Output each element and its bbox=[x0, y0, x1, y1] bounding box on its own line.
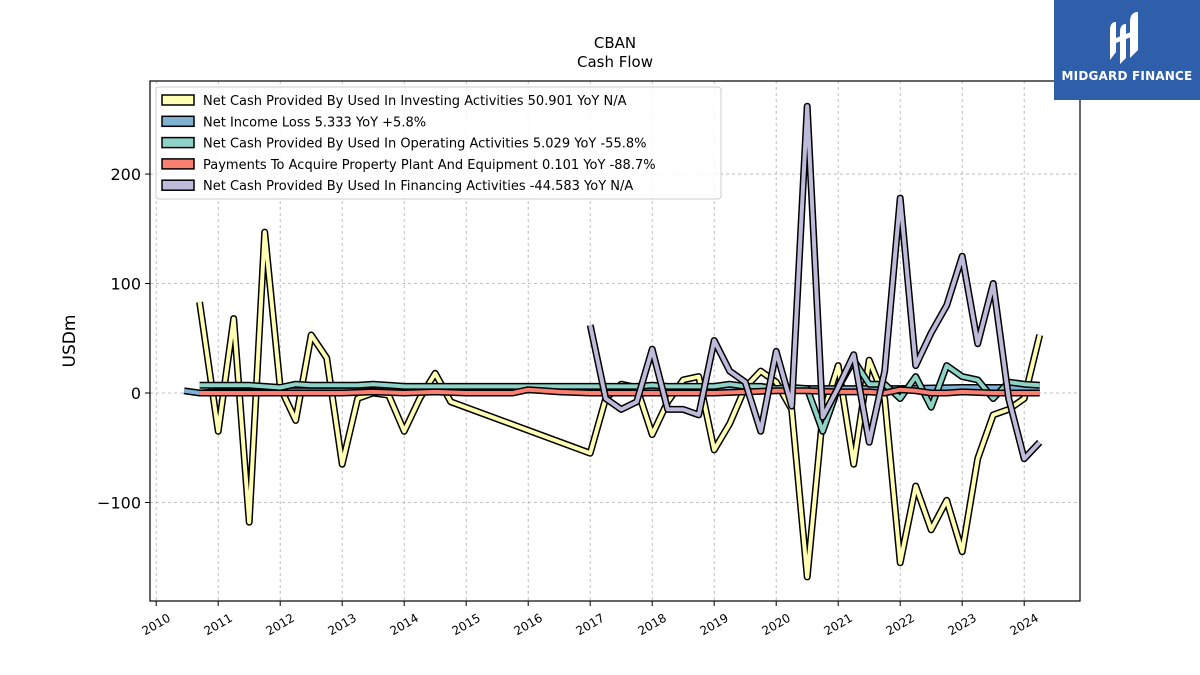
midgard-mark-icon bbox=[1110, 12, 1138, 64]
x-tick-label: 2010 bbox=[139, 611, 172, 638]
chart-subtitle: Cash Flow bbox=[577, 53, 653, 71]
legend-label: Net Income Loss 5.333 YoY +5.8% bbox=[203, 115, 426, 130]
x-tick-label: 2011 bbox=[201, 611, 234, 638]
legend-swatch bbox=[161, 115, 195, 128]
x-tick-label: 2021 bbox=[821, 611, 854, 638]
series-line bbox=[588, 104, 1042, 461]
y-tick-label: 0 bbox=[131, 384, 141, 403]
x-tick-label: 2024 bbox=[1007, 611, 1040, 638]
brand-logo: MIDGARD FINANCE bbox=[1054, 0, 1200, 100]
x-tick-label: 2022 bbox=[883, 611, 916, 638]
legend-label: Net Cash Provided By Used In Investing A… bbox=[203, 94, 627, 109]
x-tick-label: 2019 bbox=[697, 611, 730, 638]
y-tick-label: −100 bbox=[97, 493, 141, 512]
x-tick-label: 2017 bbox=[573, 611, 606, 638]
y-tick-label: 200 bbox=[110, 165, 141, 184]
legend-swatch bbox=[161, 158, 195, 170]
series-lines bbox=[183, 102, 1044, 581]
legend-box bbox=[155, 86, 722, 200]
x-tick-label: 2014 bbox=[387, 611, 420, 638]
legend-label: Net Cash Provided By Used In Operating A… bbox=[203, 137, 646, 152]
plot-frame bbox=[149, 80, 1081, 602]
x-tick-label: 2012 bbox=[263, 611, 296, 638]
y-tick-label: 100 bbox=[110, 275, 141, 294]
x-tick-label: 2018 bbox=[635, 611, 668, 638]
legend-swatch bbox=[161, 179, 195, 191]
legend-swatch bbox=[161, 136, 195, 149]
legend: Net Cash Provided By Used In Investing A… bbox=[155, 86, 722, 200]
x-tick-label: 2013 bbox=[325, 611, 358, 638]
x-tick-label: 2015 bbox=[449, 611, 482, 638]
legend-swatch bbox=[161, 94, 195, 106]
x-tick-label: 2016 bbox=[511, 611, 544, 638]
chart-title: CBAN bbox=[594, 34, 636, 52]
x-tick-label: 2023 bbox=[945, 611, 978, 638]
x-tick-label: 2020 bbox=[759, 611, 792, 638]
y-axis-label: USDm bbox=[60, 315, 80, 368]
legend-label: Payments To Acquire Property Plant And E… bbox=[203, 158, 656, 173]
series-line bbox=[199, 358, 1040, 434]
brand-name: MIDGARD FINANCE bbox=[1061, 69, 1193, 83]
legend-label: Net Cash Provided By Used In Financing A… bbox=[203, 179, 633, 194]
series-line bbox=[197, 230, 1042, 579]
